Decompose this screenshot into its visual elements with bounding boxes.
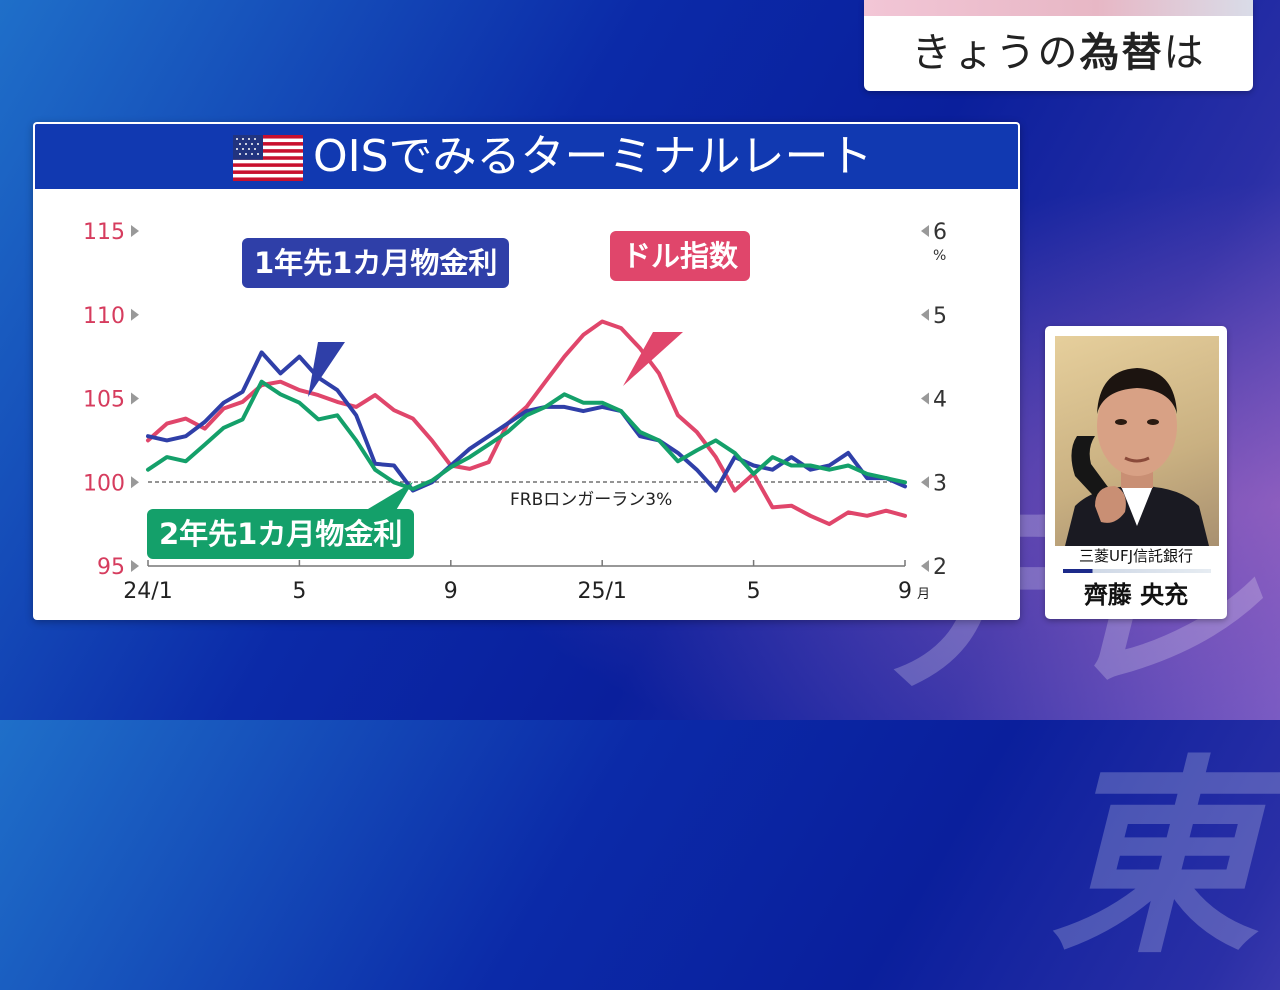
y-left-tick-marker [131,225,139,237]
y-right-tick-label: 3 [933,471,947,496]
chart-panel-header: OISでみるターミナルレート [35,124,1018,189]
y-right-tick-marker [921,225,929,237]
x-tick-label: 5 [747,579,761,604]
series-label-1y: 1年先1カ月物金利 [242,238,510,288]
y-left-tick-label: 105 [83,388,125,413]
chart-series [146,319,907,527]
company-bar [1063,569,1211,573]
series-label-2y: 2年先1カ月物金利 [147,509,415,559]
y-right-tick-marker [921,308,929,321]
x-tick-label: 25/1 [577,579,626,604]
series-line-2 [146,379,907,491]
y-right-tick-marker [921,560,929,572]
y-right-tick-marker [921,392,929,405]
series-label-dollar: ドル指数 [610,231,751,281]
x-tick-label: 5 [292,579,306,604]
y-right-tick-label: 5 [933,304,947,329]
y-left-tick-marker [131,308,139,321]
x-axis: 24/1 5 9 25/1 5 9 月 [123,560,930,604]
y-right-tick-label: 6 [933,220,947,245]
callout-pointer-green [363,482,413,512]
headline-text-tail: は [1163,30,1206,76]
guest-name: 齊藤 央充 [1083,581,1189,609]
headline-text-bold: 為替 [1079,30,1164,76]
person-avatar-icon [1065,368,1209,546]
guest-company: 三菱UFJ信託銀行 [1078,547,1194,565]
chart-panel: OISでみるターミナルレート 115 110 105 100 95 6 5 4 3 2% 24/… [33,122,1020,620]
headline-box: きょうの為替は [864,0,1253,91]
y-left-tick-marker [131,476,139,489]
y-left-tick-marker [131,392,139,405]
x-tick-label: 24/1 [123,579,172,604]
us-flag-icon [233,135,303,181]
headline-text: きょうの為替は [864,24,1253,82]
y-right-tick-label: 2 [933,555,947,580]
y-right-unit: % [933,248,946,264]
y-left-tick-label: 115 [83,220,125,245]
series-line-0 [146,319,907,527]
y-left-tick-label: 100 [83,471,125,496]
guest-card: 三菱UFJ信託銀行 齊藤 央充 [1045,326,1227,619]
callout-pointer-blue [308,342,345,397]
y-axis-right: 6 5 4 3 2% [921,220,947,580]
series-line-1 [146,350,907,493]
callout-pointer-red [623,332,683,386]
guest-photo [1055,336,1219,546]
chart-title: OISでみるターミナルレート [313,131,873,182]
headline-text-plain: きょうの [911,30,1080,76]
x-tick-label: 9 [898,579,912,604]
y-right-tick-marker [921,476,929,489]
x-tick-label: 9 [444,579,458,604]
y-left-tick-marker [131,560,139,572]
y-axis-left: 115 110 105 100 95 [83,220,139,580]
x-axis-unit: 月 [917,587,930,602]
y-right-tick-label: 4 [933,388,947,413]
reference-line-label: FRBロンガーラン3% [510,490,672,510]
headline-strip [864,0,1253,16]
y-left-tick-label: 110 [83,304,125,329]
y-left-tick-label: 95 [97,555,125,580]
